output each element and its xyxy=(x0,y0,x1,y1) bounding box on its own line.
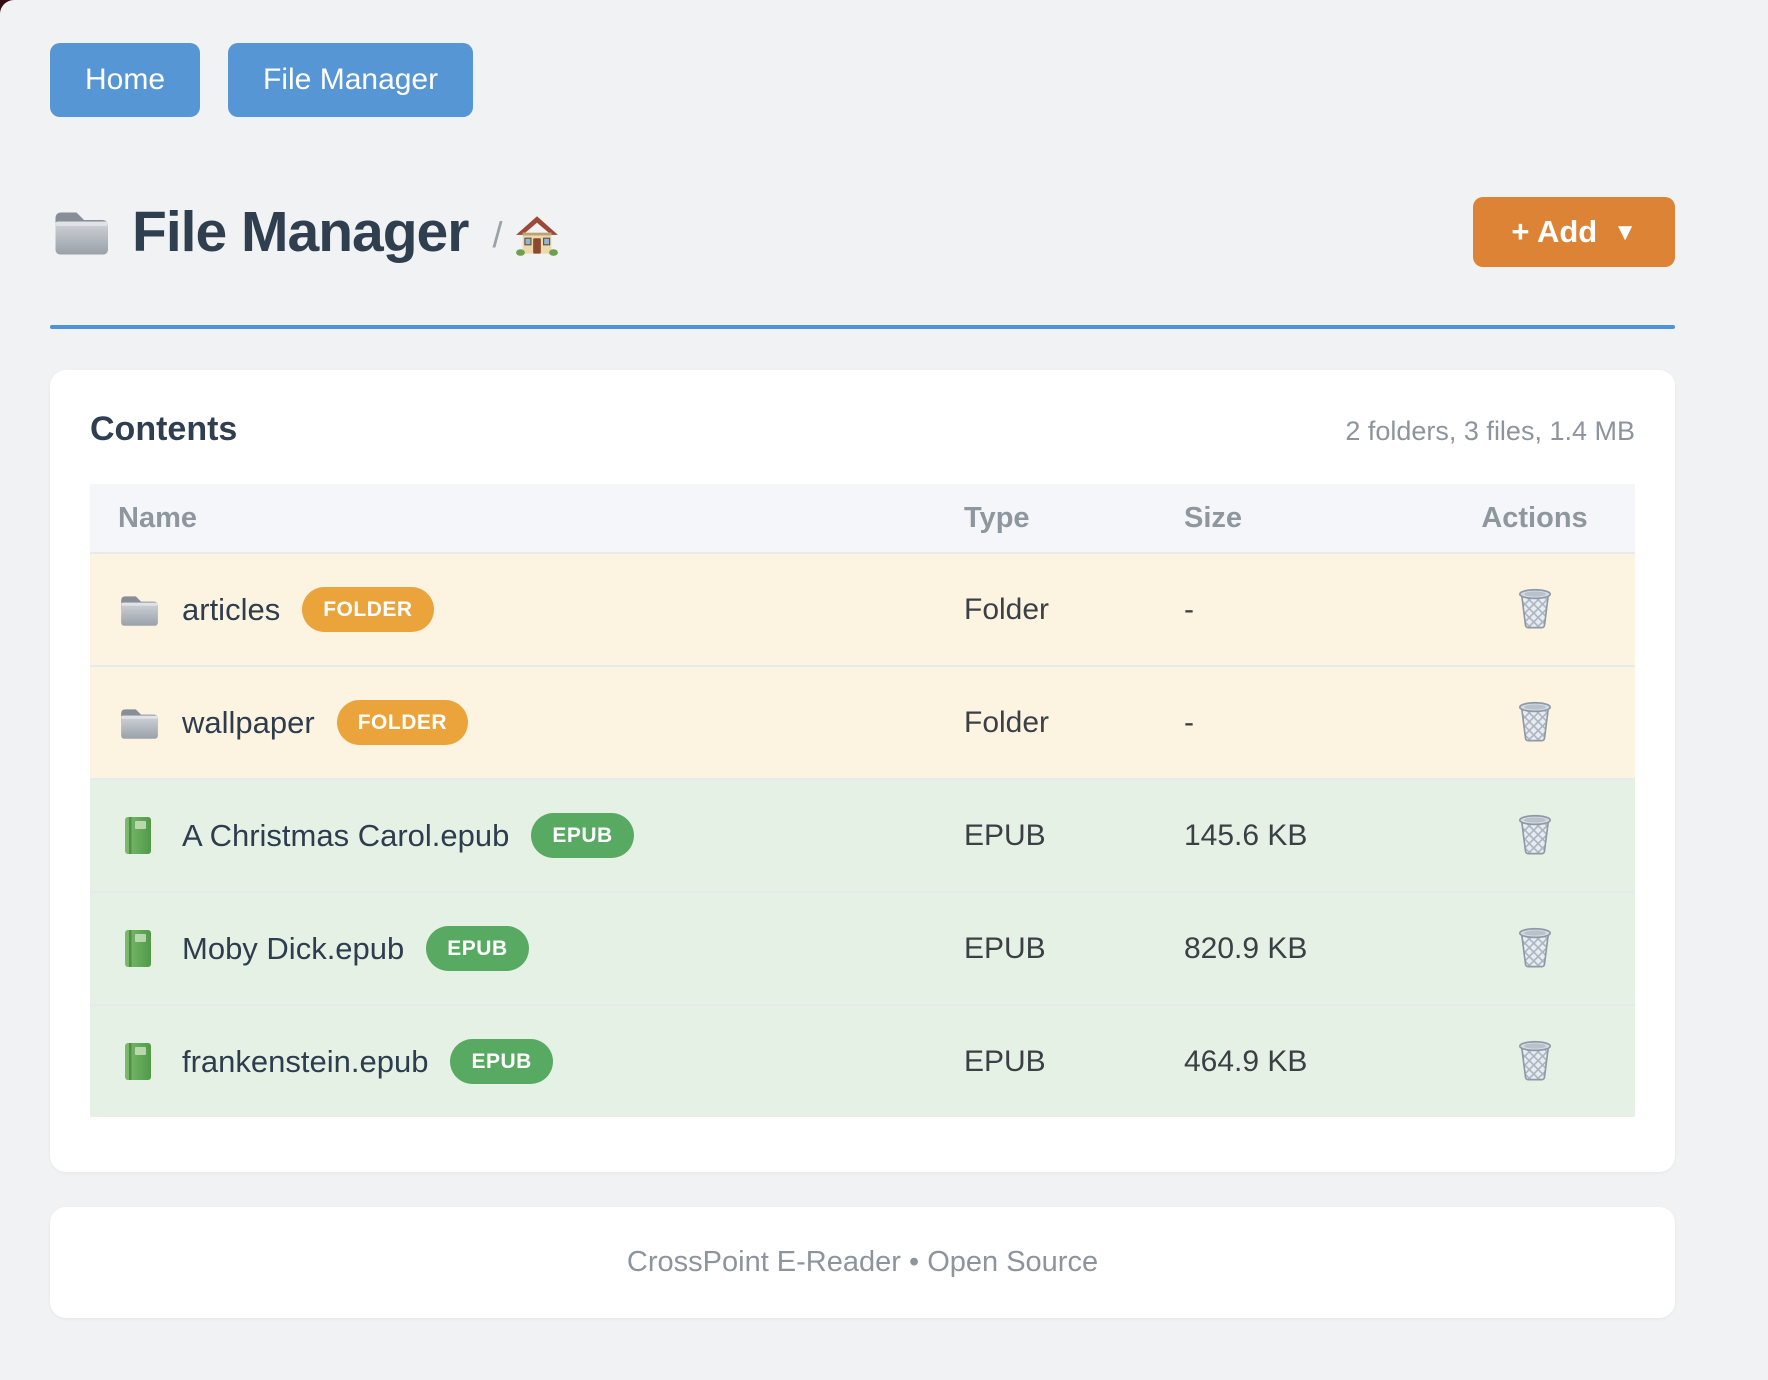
type-badge: FOLDER xyxy=(336,700,469,745)
size-cell: - xyxy=(1184,705,1194,739)
file-name: articles xyxy=(182,591,281,627)
type-cell: EPUB xyxy=(964,1044,1046,1078)
trash-icon xyxy=(1516,699,1554,743)
delete-button[interactable] xyxy=(1512,1034,1558,1086)
name-cell: frankenstein.epub EPUB xyxy=(90,1039,964,1084)
table-row[interactable]: frankenstein.epub EPUB EPUB 464.9 KB xyxy=(90,1004,1635,1117)
size-cell: 464.9 KB xyxy=(1184,1044,1308,1078)
file-name: wallpaper xyxy=(182,704,315,740)
name-cell: articles FOLDER xyxy=(90,587,964,632)
file-name: Moby Dick.epub xyxy=(182,930,405,966)
footer-text: CrossPoint E-Reader • Open Source xyxy=(626,1246,1099,1278)
type-cell: EPUB xyxy=(964,818,1046,852)
column-header-size: Size xyxy=(1184,501,1243,534)
file-name: A Christmas Carol.epub xyxy=(182,817,510,853)
size-cell: 145.6 KB xyxy=(1184,818,1308,852)
type-badge: FOLDER xyxy=(302,587,434,632)
trash-icon xyxy=(1516,925,1554,969)
size-cell: 820.9 KB xyxy=(1184,931,1308,965)
type-cell: EPUB xyxy=(964,931,1046,965)
delete-button[interactable] xyxy=(1512,808,1558,860)
actions-cell xyxy=(1434,921,1635,977)
table-row[interactable]: Moby Dick.epub EPUB EPUB 820.9 KB xyxy=(90,891,1635,1004)
column-header-name: Name xyxy=(118,501,197,534)
book-icon xyxy=(118,929,160,969)
folder-icon xyxy=(118,703,160,743)
file-name: frankenstein.epub xyxy=(182,1043,429,1079)
table-header-row: Name Type Size Actions xyxy=(90,484,1635,552)
breadcrumb-separator: / xyxy=(492,214,503,255)
type-badge: EPUB xyxy=(426,926,529,971)
chevron-down-icon: ▼ xyxy=(1613,219,1637,246)
actions-cell xyxy=(1434,1034,1635,1090)
page-header: File Manager / + Add ▼ xyxy=(50,197,1675,267)
delete-button[interactable] xyxy=(1512,695,1558,747)
contents-summary: 2 folders, 3 files, 1.4 MB xyxy=(1345,416,1635,446)
column-header-type: Type xyxy=(964,501,1030,534)
files-table: Name Type Size Actions articles FOLDER F… xyxy=(90,484,1635,1117)
contents-title: Contents xyxy=(90,410,238,448)
page-title: File Manager xyxy=(132,200,469,264)
column-header-actions: Actions xyxy=(1481,501,1588,534)
title-group: File Manager / xyxy=(50,199,560,265)
contents-header: Contents 2 folders, 3 files, 1.4 MB xyxy=(90,410,1635,449)
size-cell: - xyxy=(1184,592,1194,626)
add-button-label: + Add xyxy=(1511,214,1598,249)
add-button[interactable]: + Add ▼ xyxy=(1473,197,1675,267)
name-cell: Moby Dick.epub EPUB xyxy=(90,926,964,971)
accent-divider xyxy=(50,325,1675,329)
delete-button[interactable] xyxy=(1512,582,1558,634)
actions-cell xyxy=(1434,582,1635,638)
delete-button[interactable] xyxy=(1512,921,1558,973)
table-body: articles FOLDER Folder - wallpaper FOLDE… xyxy=(90,552,1635,1117)
name-cell: A Christmas Carol.epub EPUB xyxy=(90,813,964,858)
name-cell: wallpaper FOLDER xyxy=(90,700,964,745)
trash-icon xyxy=(1516,812,1554,856)
type-cell: Folder xyxy=(964,592,1050,626)
type-badge: EPUB xyxy=(450,1039,553,1084)
book-icon xyxy=(118,1042,160,1082)
file-manager-nav-button[interactable]: File Manager xyxy=(228,43,474,117)
folder-icon xyxy=(50,205,112,259)
table-row[interactable]: articles FOLDER Folder - xyxy=(90,552,1635,665)
type-badge: EPUB xyxy=(531,813,634,858)
trash-icon xyxy=(1516,586,1554,630)
contents-card: Contents 2 folders, 3 files, 1.4 MB Name… xyxy=(50,370,1675,1172)
top-nav: Home File Manager xyxy=(50,43,1675,117)
folder-icon xyxy=(118,590,160,630)
table-row[interactable]: wallpaper FOLDER Folder - xyxy=(90,665,1635,778)
footer: CrossPoint E-Reader • Open Source xyxy=(50,1207,1675,1318)
home-icon[interactable] xyxy=(514,214,560,258)
actions-cell xyxy=(1434,695,1635,751)
trash-icon xyxy=(1516,1038,1554,1082)
actions-cell xyxy=(1434,808,1635,864)
book-icon xyxy=(118,816,160,856)
home-nav-button[interactable]: Home xyxy=(50,43,201,117)
table-row[interactable]: A Christmas Carol.epub EPUB EPUB 145.6 K… xyxy=(90,778,1635,891)
type-cell: Folder xyxy=(964,705,1050,739)
